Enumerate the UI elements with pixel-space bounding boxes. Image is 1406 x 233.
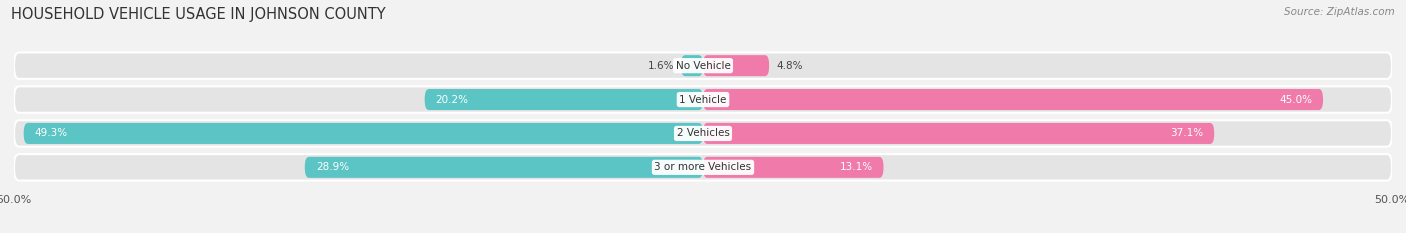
FancyBboxPatch shape	[681, 55, 703, 76]
FancyBboxPatch shape	[703, 55, 769, 76]
Text: 45.0%: 45.0%	[1279, 95, 1312, 105]
Text: 37.1%: 37.1%	[1170, 128, 1204, 138]
Text: 1.6%: 1.6%	[648, 61, 673, 71]
Text: 20.2%: 20.2%	[436, 95, 468, 105]
FancyBboxPatch shape	[425, 89, 703, 110]
Text: 3 or more Vehicles: 3 or more Vehicles	[654, 162, 752, 172]
FancyBboxPatch shape	[703, 89, 1323, 110]
FancyBboxPatch shape	[703, 157, 883, 178]
Text: 13.1%: 13.1%	[839, 162, 873, 172]
Text: 2 Vehicles: 2 Vehicles	[676, 128, 730, 138]
Text: 1 Vehicle: 1 Vehicle	[679, 95, 727, 105]
FancyBboxPatch shape	[14, 154, 1392, 181]
Text: HOUSEHOLD VEHICLE USAGE IN JOHNSON COUNTY: HOUSEHOLD VEHICLE USAGE IN JOHNSON COUNT…	[11, 7, 385, 22]
FancyBboxPatch shape	[14, 120, 1392, 147]
Text: 49.3%: 49.3%	[35, 128, 67, 138]
FancyBboxPatch shape	[24, 123, 703, 144]
Text: No Vehicle: No Vehicle	[675, 61, 731, 71]
FancyBboxPatch shape	[14, 52, 1392, 79]
Text: Source: ZipAtlas.com: Source: ZipAtlas.com	[1284, 7, 1395, 17]
Text: 4.8%: 4.8%	[776, 61, 803, 71]
FancyBboxPatch shape	[703, 123, 1215, 144]
Text: 28.9%: 28.9%	[316, 162, 349, 172]
FancyBboxPatch shape	[14, 86, 1392, 113]
FancyBboxPatch shape	[305, 157, 703, 178]
